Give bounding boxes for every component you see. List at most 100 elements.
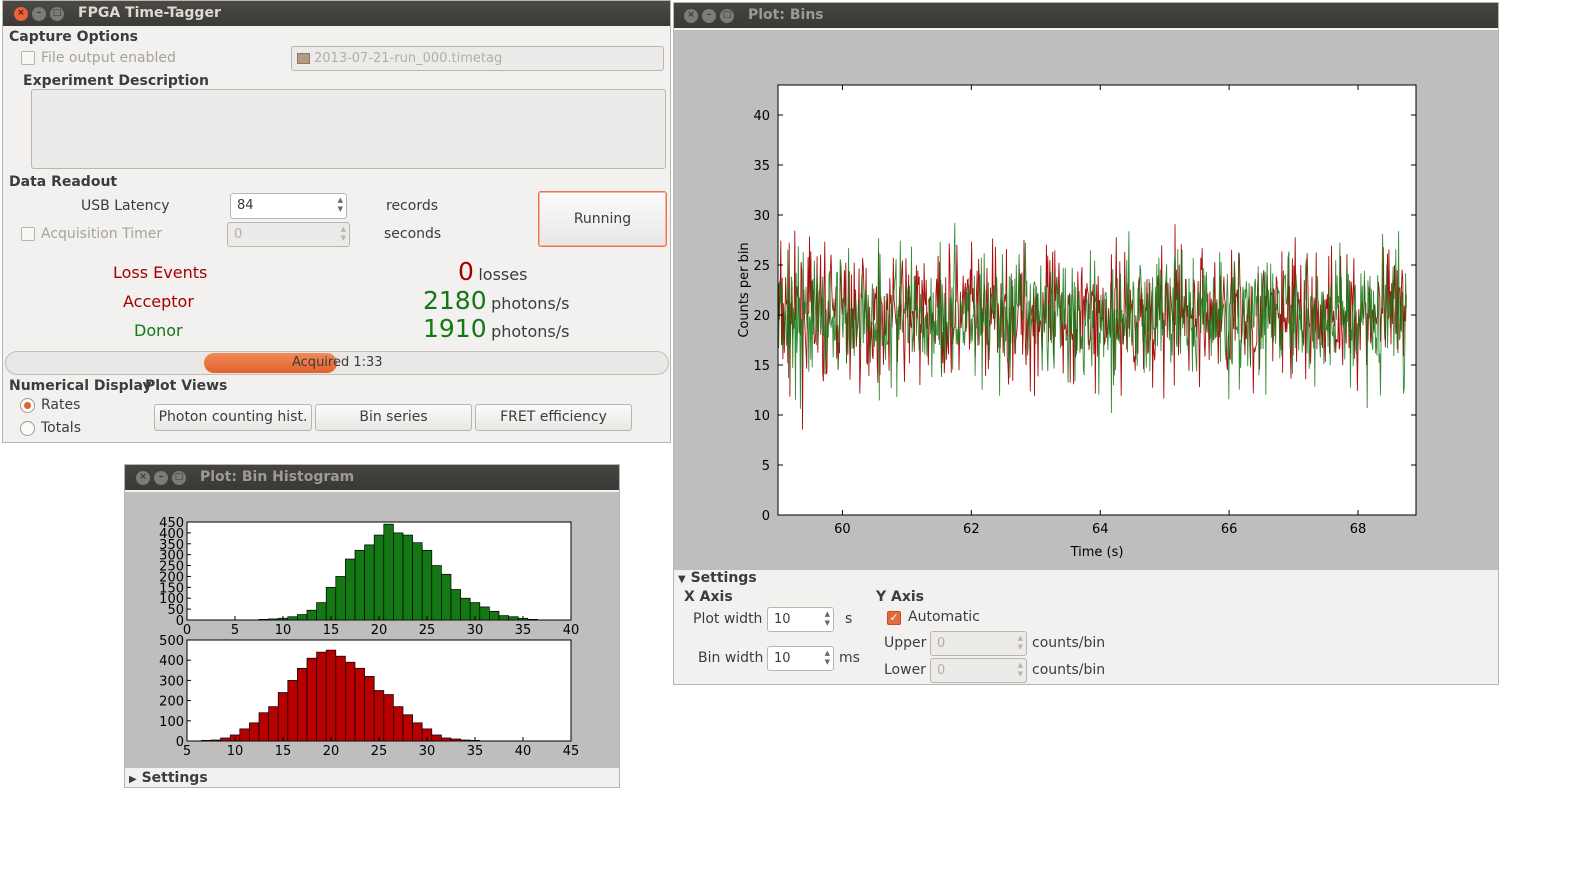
automatic-checkbox[interactable]: ✓ bbox=[887, 611, 901, 625]
histogram-bar bbox=[489, 610, 500, 621]
histogram-bar bbox=[316, 602, 327, 621]
totals-radio[interactable] bbox=[20, 421, 35, 436]
histogram-bar bbox=[258, 712, 269, 742]
histogram-bar bbox=[508, 616, 519, 621]
histogram-bar bbox=[441, 737, 452, 742]
usb-latency-value: 84 bbox=[237, 198, 254, 213]
records-unit: records bbox=[386, 198, 439, 214]
x-tick-label: 62 bbox=[963, 522, 980, 537]
file-output-checkbox[interactable] bbox=[21, 51, 35, 65]
upper-unit: counts/bin bbox=[1032, 635, 1106, 651]
rates-radio[interactable] bbox=[20, 398, 35, 413]
bins-settings-expander[interactable]: ▼ Settings bbox=[678, 570, 757, 586]
plot-width-value: 10 bbox=[774, 612, 791, 627]
main-titlebar: × – □ FPGA Time-Tagger bbox=[3, 1, 670, 26]
histogram-bar bbox=[335, 655, 346, 742]
plot-width-unit: s bbox=[845, 611, 853, 627]
x-tick-label: 10 bbox=[227, 744, 244, 759]
lower-unit: counts/bin bbox=[1032, 662, 1106, 678]
spinner-arrows-icon[interactable]: ▲ ▼ bbox=[824, 649, 830, 666]
donor-label: Donor bbox=[134, 321, 183, 340]
histogram-bar bbox=[354, 667, 365, 742]
bins-time-series-chart: 60 62 64 66 68 0 5 10 15 20 25 30 35 40 Time (s) Counts… bbox=[737, 84, 1417, 560]
spinner-arrows-icon[interactable]: ▲ ▼ bbox=[824, 610, 830, 627]
file-path-field[interactable]: 2013-07-21-run_000.timetag bbox=[291, 46, 664, 71]
experiment-description-heading: Experiment Description bbox=[23, 73, 209, 89]
lower-spinner[interactable]: 0 ▲ ▼ bbox=[930, 658, 1027, 683]
histogram-bar bbox=[306, 609, 317, 621]
acceptor-unit: photons/s bbox=[491, 294, 570, 313]
upper-value: 0 bbox=[937, 636, 946, 651]
bin-width-spinner[interactable]: 10 ▲ ▼ bbox=[767, 646, 834, 671]
x-tick-label: 64 bbox=[1092, 522, 1109, 537]
data-readout-heading: Data Readout bbox=[9, 174, 118, 190]
bins-titlebar: × – □ Plot: Bins bbox=[674, 3, 1498, 28]
spinner-arrows-icon[interactable]: ▲ ▼ bbox=[337, 196, 343, 213]
fret-efficiency-button[interactable]: FRET efficiency bbox=[475, 404, 632, 431]
automatic-label: Automatic bbox=[908, 609, 980, 625]
x-tick-label: 0 bbox=[183, 623, 191, 638]
maximize-icon[interactable]: □ bbox=[720, 9, 734, 23]
histogram-bar bbox=[364, 676, 375, 742]
x-axis-heading: X Axis bbox=[684, 589, 733, 605]
close-icon[interactable]: × bbox=[684, 9, 698, 23]
running-button[interactable]: Running bbox=[538, 191, 667, 247]
x-tick-label: 68 bbox=[1350, 522, 1367, 537]
progress-text: Acquired 1:33 bbox=[292, 355, 383, 370]
bins-settings-label: Settings bbox=[690, 570, 757, 586]
y-tick-label: 200 bbox=[159, 695, 184, 710]
histogram-bar bbox=[431, 565, 442, 621]
histogram-bar bbox=[201, 740, 212, 742]
close-icon[interactable]: × bbox=[136, 471, 150, 485]
maximize-icon[interactable]: □ bbox=[172, 471, 186, 485]
donor-rate: 1910 bbox=[423, 314, 487, 343]
y-tick-label: 15 bbox=[753, 359, 770, 374]
bin-width-label: Bin width bbox=[698, 650, 764, 666]
histogram-bar bbox=[268, 618, 279, 621]
histogram-bar bbox=[258, 618, 269, 621]
histogram-bar bbox=[421, 549, 433, 621]
acquisition-timer-spinner[interactable]: 0 ▲ ▼ bbox=[227, 222, 350, 247]
upper-spinner[interactable]: 0 ▲ ▼ bbox=[930, 631, 1027, 656]
maximize-icon[interactable]: □ bbox=[50, 7, 64, 21]
window-title: Plot: Bin Histogram bbox=[200, 469, 355, 485]
donor-unit: photons/s bbox=[491, 322, 570, 341]
histogram-bar bbox=[402, 534, 413, 621]
y-tick-label: 400 bbox=[159, 654, 184, 669]
bin-series-button[interactable]: Bin series bbox=[315, 404, 472, 431]
histogram-bar bbox=[287, 680, 298, 742]
y-tick-label: 300 bbox=[159, 549, 184, 564]
y-tick-label: 500 bbox=[159, 634, 184, 649]
usb-latency-spinner[interactable]: 84 ▲ ▼ bbox=[230, 193, 347, 219]
photon-counting-hist-button[interactable]: Photon counting hist. bbox=[154, 404, 312, 431]
y-tick-label: 20 bbox=[753, 309, 770, 324]
histogram-settings-expander[interactable]: ▶ Settings bbox=[129, 770, 208, 786]
histogram-bar bbox=[268, 706, 279, 742]
upper-label: Upper bbox=[884, 635, 927, 651]
plot-width-spinner[interactable]: 10 ▲ ▼ bbox=[767, 607, 834, 632]
spinner-arrows-icon[interactable]: ▲ ▼ bbox=[1017, 634, 1023, 651]
spinner-arrows-icon[interactable]: ▲ ▼ bbox=[340, 225, 346, 242]
y-axis-label: Counts per bin bbox=[737, 242, 752, 337]
minimize-icon[interactable]: – bbox=[702, 9, 716, 23]
acceptor-histogram: 5 10 15 20 25 30 35 40 45 0 100 200 300 400 500 bbox=[159, 634, 579, 759]
window-title: FPGA Time-Tagger bbox=[78, 5, 221, 21]
histogram-bar bbox=[345, 661, 356, 742]
y-tick-label: 25 bbox=[753, 259, 770, 274]
spinner-arrows-icon[interactable]: ▲ ▼ bbox=[1017, 661, 1023, 678]
y-tick-label: 350 bbox=[159, 538, 184, 553]
x-tick-label: 5 bbox=[231, 623, 239, 638]
y-tick-label: 0 bbox=[176, 614, 184, 629]
minimize-icon[interactable]: – bbox=[32, 7, 46, 21]
x-tick-label: 66 bbox=[1221, 522, 1238, 537]
experiment-description-textarea[interactable] bbox=[31, 89, 666, 169]
histogram-bar bbox=[354, 549, 365, 621]
acquisition-timer-checkbox[interactable] bbox=[21, 227, 35, 241]
close-icon[interactable]: × bbox=[14, 7, 28, 21]
histogram-bar bbox=[402, 714, 413, 742]
minimize-icon[interactable]: – bbox=[154, 471, 168, 485]
acceptor-label: Acceptor bbox=[123, 292, 194, 311]
histogram-bar bbox=[220, 737, 231, 742]
x-tick-label: 30 bbox=[419, 744, 436, 759]
file-path-text: 2013-07-21-run_000.timetag bbox=[314, 51, 503, 66]
